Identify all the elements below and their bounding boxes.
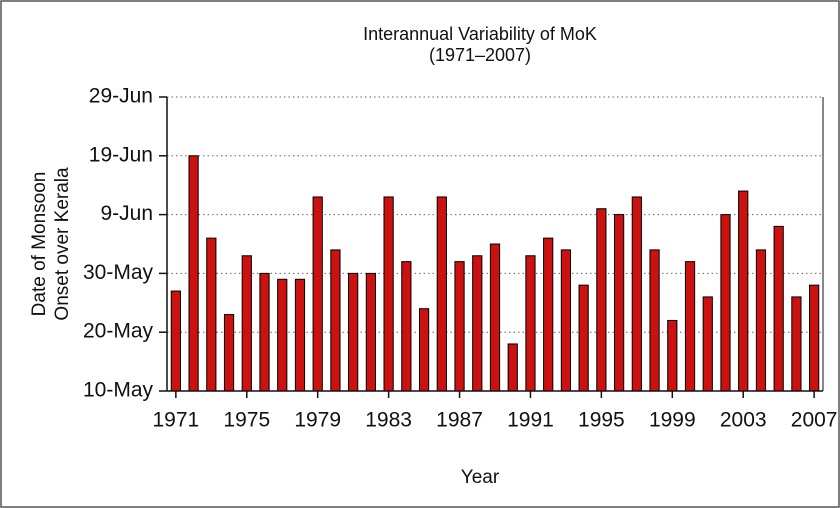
bar [791,296,802,392]
y-tick-label: 19-Jun [89,143,153,166]
bar [560,249,572,392]
bar [206,237,217,392]
bar [365,272,377,392]
bar [631,196,642,392]
bar [383,196,394,392]
y-tick-label: 9-Jun [100,202,153,225]
bar [188,155,199,392]
x-tick-label: 1999 [649,409,696,432]
y-tick-label: 20-May [83,320,154,343]
bar [241,255,252,392]
x-tick-label: 1979 [294,409,341,432]
bar [277,278,288,392]
bar [472,255,483,392]
chart-subtitle: (1971–2007) [429,45,531,65]
x-tick-label: 1975 [223,409,270,432]
x-tick-label: 1995 [578,409,625,432]
bar [578,284,589,392]
chart-title: Interannual Variability of MoK [363,24,597,44]
bar [312,196,323,392]
x-axis-label: Year [461,467,500,488]
bar [418,308,430,392]
y-tick-label: 29-Jun [89,85,153,108]
x-tick-label: 1983 [365,409,412,432]
bar [348,272,359,392]
bar [223,314,235,392]
bar [170,290,181,392]
y-axis-label: Date of Monsoon [29,172,50,317]
bar [489,243,501,392]
y-tick-label: 10-May [83,379,154,402]
bar [613,214,625,392]
x-tick-label: 1971 [153,409,200,432]
bar [684,261,696,392]
bar [525,255,536,392]
y-tick-label: 30-May [83,261,154,284]
bar [436,196,447,392]
bar [667,319,678,392]
x-tick-label: 2003 [720,409,767,432]
bar [773,225,784,392]
bar [454,261,465,392]
bar [720,214,731,392]
bar [294,278,306,392]
bar [401,261,412,392]
x-tick-label: 1987 [436,409,483,432]
bar [755,249,767,392]
bar [702,296,713,392]
x-tick-label: 1991 [507,409,554,432]
bar [543,237,554,392]
bar [809,284,820,392]
bar [738,190,749,392]
bar [596,208,607,392]
bar [649,249,660,392]
bar [330,249,341,392]
bar [259,272,270,392]
x-tick-label: 2007 [791,409,838,432]
y-axis-label: Onset over Kerala [52,167,73,321]
bar [507,343,518,392]
